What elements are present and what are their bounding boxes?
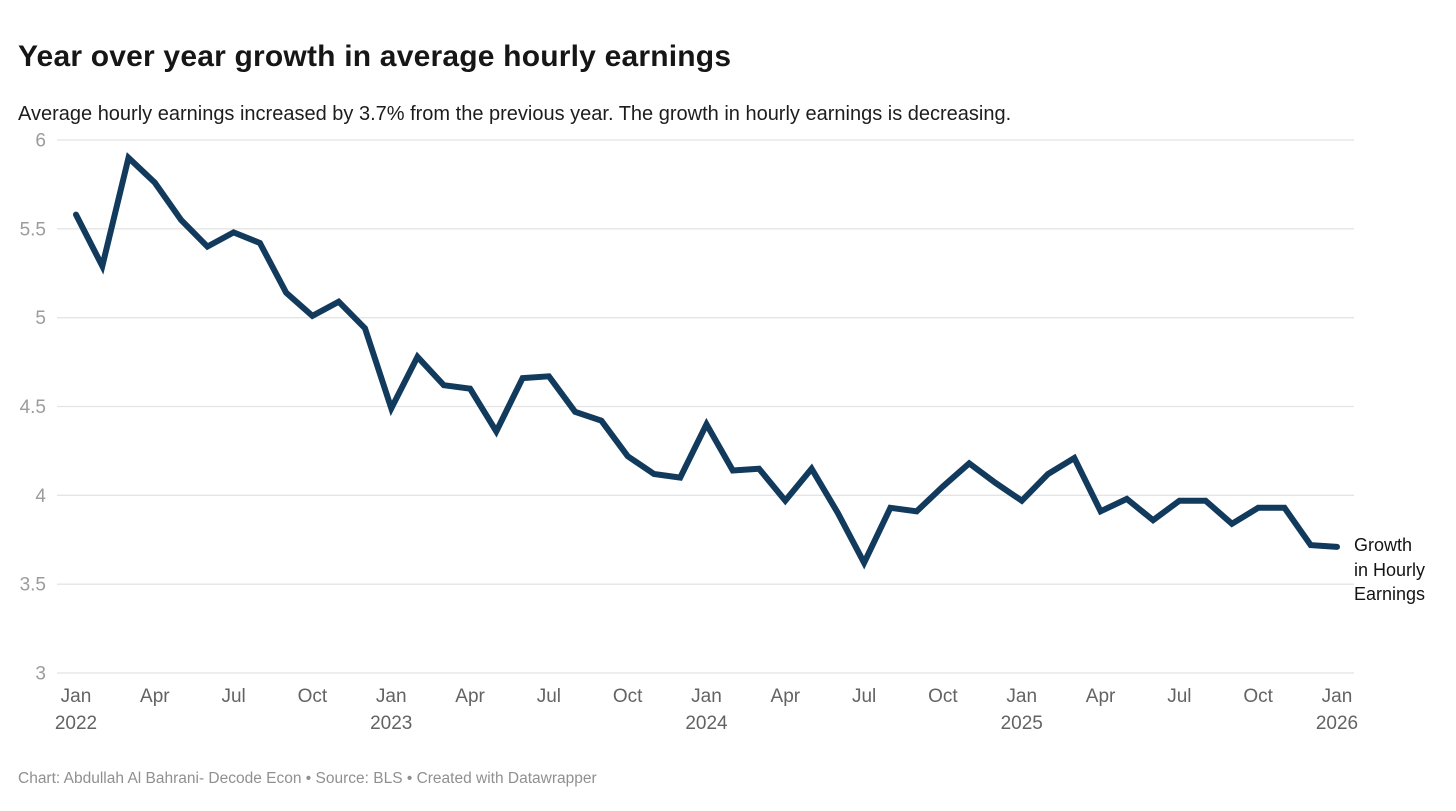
x-tick-label: Oct bbox=[1243, 686, 1273, 707]
chart-subtitle: Average hourly earnings increased by 3.7… bbox=[18, 103, 1012, 125]
x-tick-year-label: 2023 bbox=[370, 713, 412, 734]
x-tick-label: Jan bbox=[61, 686, 92, 707]
y-tick-label: 6 bbox=[35, 131, 46, 152]
x-tick-label: Jan bbox=[376, 686, 407, 707]
x-tick-label: Oct bbox=[613, 686, 643, 707]
series-label: Growth in Hourly Earnings bbox=[1354, 535, 1426, 605]
x-tick-label: Oct bbox=[298, 686, 328, 707]
x-tick-label: Jan bbox=[691, 686, 722, 707]
x-tick-label: Apr bbox=[1086, 686, 1116, 707]
y-tick-label: 3 bbox=[35, 664, 46, 685]
y-tick-label: 5.5 bbox=[20, 219, 46, 240]
x-tick-year-label: 2026 bbox=[1316, 713, 1358, 734]
x-tick-label: Oct bbox=[928, 686, 958, 707]
y-tick-label: 4.5 bbox=[20, 397, 46, 418]
y-tick-label: 4 bbox=[35, 486, 46, 507]
x-tick-label: Apr bbox=[771, 686, 801, 707]
y-tick-label: 5 bbox=[35, 308, 46, 329]
x-tick-label: Apr bbox=[455, 686, 485, 707]
chart-title: Year over year growth in average hourly … bbox=[18, 40, 732, 74]
x-tick-label: Jan bbox=[1322, 686, 1353, 707]
x-tick-label: Jul bbox=[537, 686, 561, 707]
y-tick-label: 3.5 bbox=[20, 575, 46, 596]
data-line-growth-in-hourly-earnings bbox=[73, 152, 1340, 570]
x-tick-label: Apr bbox=[140, 686, 170, 707]
x-tick-year-label: 2025 bbox=[1001, 713, 1043, 734]
x-tick-label: Jan bbox=[1006, 686, 1037, 707]
x-tick-label: Jul bbox=[852, 686, 876, 707]
x-tick-label: Jul bbox=[221, 686, 245, 707]
x-tick-year-label: 2024 bbox=[685, 713, 728, 734]
x-tick-label: Jul bbox=[1167, 686, 1191, 707]
x-tick-year-label: 2022 bbox=[55, 713, 97, 734]
chart-credit-footer: Chart: Abdullah Al Bahrani- Decode Econ … bbox=[18, 770, 597, 787]
